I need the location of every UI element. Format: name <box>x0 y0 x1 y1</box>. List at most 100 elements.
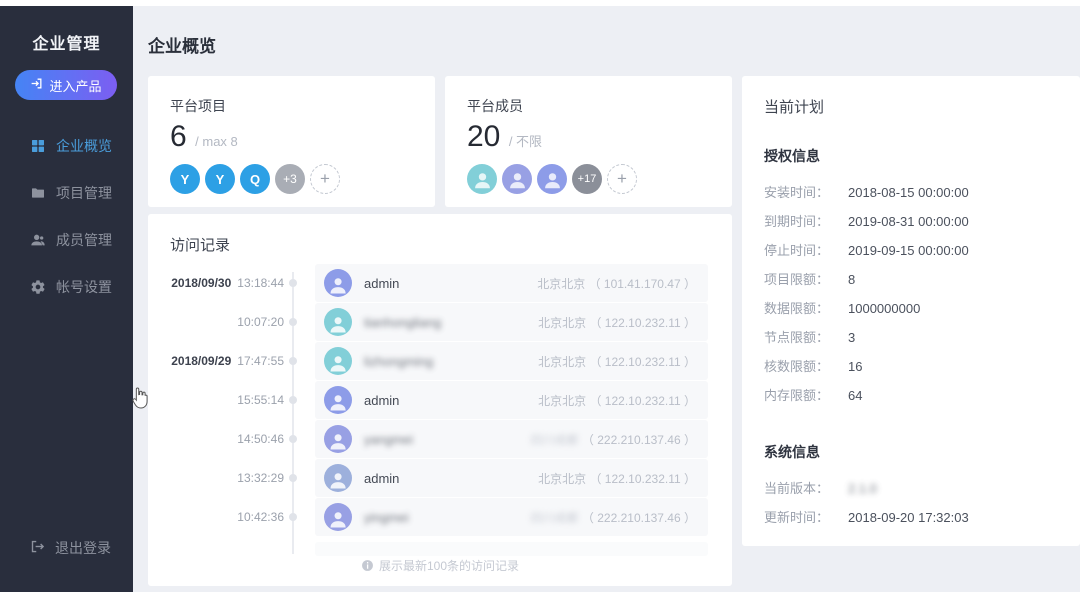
user-avatar <box>324 347 352 375</box>
user-avatar <box>324 425 352 453</box>
access-record-row: 14:50:46 yangmei 四川成都 （ 222.210.137.46 ） <box>148 420 732 458</box>
location-ip: 北京北京 （ 122.10.232.11 ） <box>538 315 696 330</box>
location-ip: 北京北京 （ 122.10.232.11 ） <box>538 471 696 486</box>
timeline-dot <box>289 396 297 404</box>
plan-row-current-version: 当前版本： 2.1.0 <box>764 474 1064 503</box>
project-avatar[interactable]: Q <box>240 164 270 194</box>
platform-projects-card: 平台项目 6 / max 8 Y Y Q +3 + <box>148 76 435 207</box>
plan-title: 当前计划 <box>764 99 825 116</box>
plan-row-memory-quota: 内存限额： 64 <box>764 388 863 403</box>
user-name: admin <box>364 470 400 486</box>
access-record-row: 10:07:20 tianhongliang 北京北京 （ 122.10.232… <box>148 303 732 341</box>
access-record-row: 2018/09/29 17:47:55 lizhongming 北京北京 （ 12… <box>148 342 732 380</box>
location-ip: 四川成都 （ 222.210.137.46 ） <box>530 510 696 525</box>
location-redacted: 四川成都 <box>530 432 579 447</box>
user-name-redacted: yingmei <box>364 509 409 525</box>
timeline-dot <box>289 318 297 326</box>
access-records-card: 访问记录 2018/09/30 13:18:44 admin 北京北京 （ 101… <box>148 214 732 586</box>
access-record-row: 2018/09/30 13:18:44 admin 北京北京 （ 101.41.1… <box>148 264 732 302</box>
plan-row-data-quota: 数据限额： 1000000000 <box>764 301 921 316</box>
member-avatar[interactable] <box>502 164 532 194</box>
records-footer: 展示最新100条的访问记录 <box>148 557 732 574</box>
sidebar-menu: 企业概览 项目管理 成员管理 帐号设置 <box>0 122 133 310</box>
projects-limit: / max 8 <box>195 134 238 149</box>
app-window: 企业管理 进入产品 企业概览 项目管理 <box>0 6 1080 592</box>
platform-members-card: 平台成员 20 / 不限 +17 + <box>445 76 732 207</box>
project-avatar[interactable]: Y <box>205 164 235 194</box>
sidebar-item-label: 企业概览 <box>56 137 112 154</box>
plan-row-node-quota: 节点限额： 3 <box>764 330 856 345</box>
user-avatar <box>324 503 352 531</box>
version-value-redacted: 2.1.0 <box>848 481 877 496</box>
members-limit: / 不限 <box>508 134 543 149</box>
user-name: admin <box>364 275 400 291</box>
partial-record-row <box>315 542 708 556</box>
user-avatar <box>324 269 352 297</box>
members-count: 20 <box>467 120 501 153</box>
logout-label: 退出登录 <box>55 540 111 556</box>
user-name: admin <box>364 392 400 408</box>
add-project-button[interactable]: + <box>310 164 340 194</box>
access-record-row: 13:32:29 admin 北京北京 （ 122.10.232.11 ） <box>148 459 732 497</box>
plan-row-stop-time: 停止时间： 2019-09-15 00:00:00 <box>764 243 969 258</box>
project-avatar[interactable]: Y <box>170 164 200 194</box>
location-ip: 北京北京 （ 101.41.170.47 ） <box>537 276 696 291</box>
access-records-title: 访问记录 <box>170 237 231 254</box>
mouse-cursor <box>132 387 148 409</box>
plan-row-install-time: 安装时间： 2018-08-15 00:00:00 <box>764 185 969 200</box>
folder-icon <box>30 185 46 201</box>
plan-row-expire-time: 到期时间： 2019-08-31 00:00:00 <box>764 214 969 229</box>
auth-info-heading: 授权信息 <box>764 148 820 164</box>
user-name-redacted: tianhongliang <box>364 314 442 330</box>
enter-product-icon <box>30 77 43 93</box>
sidebar-item-projects[interactable]: 项目管理 <box>0 169 133 216</box>
info-icon <box>362 560 373 571</box>
projects-more-badge[interactable]: +3 <box>275 164 305 194</box>
access-record-row: 15:55:14 admin 北京北京 （ 122.10.232.11 ） <box>148 381 732 419</box>
projects-count: 6 <box>170 120 187 153</box>
user-name-redacted: yangmei <box>364 431 414 447</box>
add-member-button[interactable]: + <box>607 164 637 194</box>
app-title: 企业管理 <box>32 36 101 53</box>
users-icon <box>30 232 46 248</box>
timeline-dot <box>289 279 297 287</box>
members-avatar-row: +17 + <box>467 164 637 194</box>
user-avatar <box>324 386 352 414</box>
system-info-heading: 系统信息 <box>764 444 820 460</box>
projects-avatar-row: Y Y Q +3 + <box>170 164 340 194</box>
sidebar-item-label: 项目管理 <box>56 184 112 201</box>
sidebar-item-label: 成员管理 <box>56 231 112 248</box>
plan-row-project-quota: 项目限额： 8 <box>764 272 856 287</box>
grid-icon <box>30 138 46 154</box>
logout-icon <box>30 539 45 557</box>
members-more-badge[interactable]: +17 <box>572 164 602 194</box>
members-card-title: 平台成员 <box>467 98 523 114</box>
enter-product-label: 进入产品 <box>49 78 102 94</box>
access-record-row: 10:42:36 yingmei 四川成都 （ 222.210.137.46 ） <box>148 498 732 536</box>
sidebar-item-members[interactable]: 成员管理 <box>0 216 133 263</box>
member-avatar[interactable] <box>467 164 497 194</box>
location-ip: 北京北京 （ 122.10.232.11 ） <box>538 354 696 369</box>
gear-icon <box>30 279 46 295</box>
member-avatar[interactable] <box>537 164 567 194</box>
location-ip: 北京北京 （ 122.10.232.11 ） <box>538 393 696 408</box>
user-avatar <box>324 308 352 336</box>
plan-row-update-time: 更新时间： 2018-09-20 17:32:03 <box>764 510 969 525</box>
sidebar-item-label: 帐号设置 <box>56 278 112 295</box>
sidebar: 企业管理 进入产品 企业概览 项目管理 <box>0 6 133 592</box>
current-plan-card: 当前计划 授权信息 安装时间： 2018-08-15 00:00:00 到期时间… <box>742 76 1080 546</box>
sidebar-item-overview[interactable]: 企业概览 <box>0 122 133 169</box>
projects-card-title: 平台项目 <box>170 98 226 114</box>
timeline-dot <box>289 357 297 365</box>
user-name-redacted: lizhongming <box>364 353 434 369</box>
plan-row-core-quota: 核数限额： 16 <box>764 359 863 374</box>
user-avatar <box>324 464 352 492</box>
timeline-line <box>292 272 294 554</box>
timeline-dot <box>289 435 297 443</box>
logout-button[interactable]: 退出登录 <box>0 538 133 558</box>
location-redacted: 四川成都 <box>530 510 579 525</box>
enter-product-button[interactable]: 进入产品 <box>15 70 117 100</box>
sidebar-item-settings[interactable]: 帐号设置 <box>0 263 133 310</box>
page-title: 企业概览 <box>148 37 216 56</box>
timeline-dot <box>289 474 297 482</box>
